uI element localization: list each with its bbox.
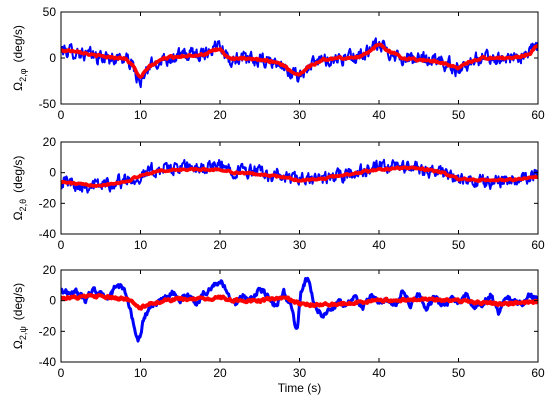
- red-series-line: [61, 42, 538, 79]
- x-tick-label: 40: [372, 238, 386, 252]
- x-tick-label: 0: [58, 366, 65, 380]
- x-tick-label: 10: [134, 108, 148, 122]
- x-tick-label: 40: [372, 366, 386, 380]
- red-series-line: [61, 292, 538, 311]
- blue-series-line: [61, 276, 538, 343]
- x-tick-label: 20: [213, 366, 227, 380]
- y-label-symbol: Ω: [11, 211, 25, 220]
- y-tick-label: 20: [43, 263, 57, 277]
- y-tick-label: 20: [43, 135, 57, 149]
- x-tick-label: 60: [531, 238, 545, 252]
- y-tick-label: -20: [39, 196, 57, 210]
- x-tick-label: 20: [213, 238, 227, 252]
- y-tick-label: -50: [39, 97, 57, 111]
- y-tick-label: -40: [39, 355, 57, 369]
- y-label-subscript: 2,ψ: [18, 326, 28, 340]
- y-tick-label: 0: [49, 166, 56, 180]
- x-tick-label: 10: [134, 366, 148, 380]
- y-label-unit: (deg/s): [11, 283, 25, 320]
- y-label-unit: (deg/s): [11, 156, 25, 193]
- x-tick-label: 0: [58, 238, 65, 252]
- x-tick-label: 20: [213, 108, 227, 122]
- y-tick-label: 0: [49, 294, 56, 308]
- y-tick-label: 0: [49, 51, 56, 65]
- series-group: [61, 276, 538, 343]
- y-tick-label: 50: [43, 5, 57, 19]
- chart-panel-2: 0 10 20 30 40 50 60 -40 -20 0 20 Ω2,θ (deg/s): [11, 135, 545, 252]
- series-group: [61, 37, 538, 89]
- y-tick-label: -20: [39, 324, 57, 338]
- red-series-line: [61, 165, 538, 188]
- x-tick-label: 50: [452, 366, 466, 380]
- y-tick-label: -40: [39, 227, 57, 241]
- x-tick-label: 50: [452, 238, 466, 252]
- series-group: [61, 158, 538, 194]
- y-axis-label: Ω2,θ (deg/s): [11, 156, 28, 221]
- y-label-symbol: Ω: [11, 82, 25, 91]
- y-axis-label: Ω2,φ (deg/s): [11, 25, 28, 91]
- x-tick-label: 30: [293, 366, 307, 380]
- x-tick-label: 30: [293, 108, 307, 122]
- y-axis-label: Ω2,ψ (deg/s): [11, 283, 28, 349]
- x-tick-label: 60: [531, 108, 545, 122]
- x-axis-label: Time (s): [278, 381, 322, 395]
- x-tick-label: 10: [134, 238, 148, 252]
- axes-frame: [60, 11, 539, 105]
- x-tick-label: 50: [452, 108, 466, 122]
- y-label-subscript: 2,θ: [18, 199, 28, 212]
- x-tick-label: 0: [58, 108, 65, 122]
- chart-panel-3: 0 10 20 30 40 50 60 -40 -20 0 20 Ω2,ψ (deg/s) Time (s…: [11, 263, 545, 395]
- x-tick-label: 40: [372, 108, 386, 122]
- y-label-symbol: Ω: [11, 340, 25, 349]
- x-tick-label: 60: [531, 366, 545, 380]
- x-tick-label: 30: [293, 238, 307, 252]
- y-label-subscript: 2,φ: [18, 68, 28, 82]
- y-label-unit: (deg/s): [11, 25, 25, 62]
- axes-frame: [60, 141, 539, 235]
